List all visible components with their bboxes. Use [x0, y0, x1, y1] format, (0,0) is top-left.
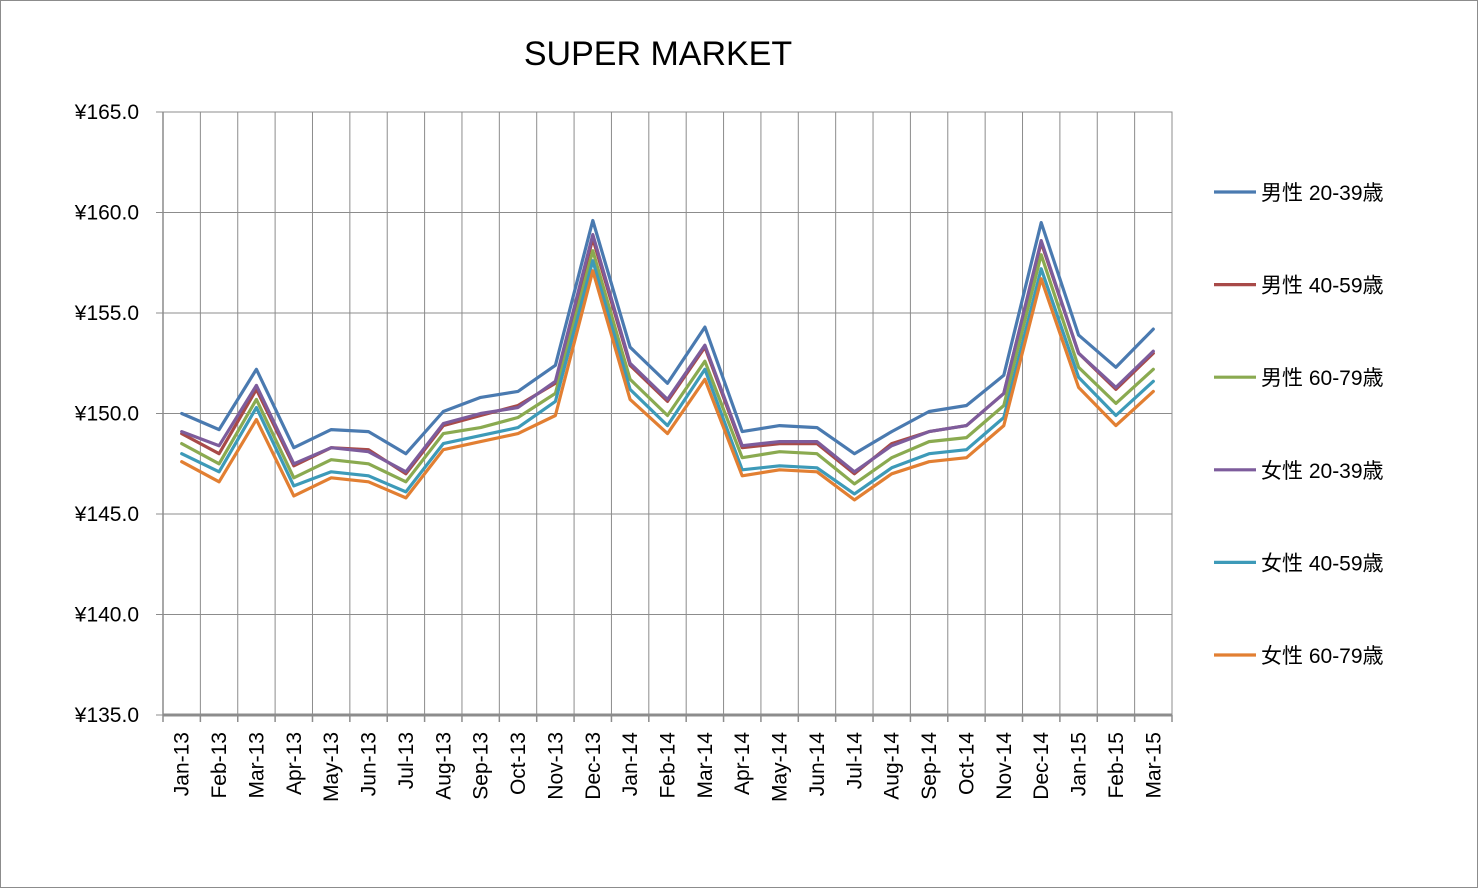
x-tick-label: Oct-13 [507, 732, 530, 795]
series-line-1 [180, 218, 1155, 456]
series-line-6 [180, 269, 1155, 502]
x-tick-label: Nov-14 [993, 732, 1016, 800]
x-tick-label: Sep-13 [470, 732, 493, 800]
x-tick-label: Jan-14 [619, 732, 642, 797]
x-tick-label: Apr-13 [283, 732, 306, 795]
x-tick-label: Mar-13 [245, 732, 268, 799]
x-tick-label: Sep-14 [918, 732, 941, 800]
legend-label: 女性 40-59歳 [1261, 552, 1384, 575]
series-line-4 [180, 233, 1155, 474]
legend-label: 女性 60-79歳 [1261, 645, 1384, 668]
x-tick-label: Dec-13 [582, 732, 605, 800]
legend-label: 男性 40-59歳 [1261, 275, 1384, 298]
y-tick-label: ¥150.0 [74, 403, 139, 426]
x-tick-label: Jun-14 [806, 732, 829, 797]
y-tick-label: ¥155.0 [74, 302, 139, 325]
x-tick-label: May-14 [769, 732, 792, 802]
x-tick-label: May-13 [320, 732, 343, 802]
x-tick-label: Aug-13 [432, 732, 455, 800]
x-tick-label: Jul-14 [843, 732, 866, 790]
legend-label: 女性 20-39歳 [1261, 460, 1384, 483]
series-line-3 [180, 249, 1155, 486]
chart-title: SUPER MARKET [524, 35, 792, 73]
x-tick-label: Feb-14 [657, 732, 680, 799]
x-tick-label: Mar-15 [1142, 732, 1165, 799]
y-tick-label: ¥165.0 [74, 101, 139, 124]
x-tick-label: Mar-14 [694, 732, 717, 799]
x-tick-label: Feb-13 [208, 732, 231, 799]
x-tick-label: Aug-14 [881, 732, 904, 800]
x-tick-label: Oct-14 [955, 732, 978, 795]
x-tick-label: Feb-15 [1105, 732, 1128, 799]
x-tick-label: Nov-13 [544, 732, 567, 800]
y-tick-label: ¥140.0 [74, 604, 139, 627]
y-tick-label: ¥160.0 [74, 202, 139, 225]
y-tick-label: ¥135.0 [74, 704, 139, 727]
legend-label: 男性 60-79歳 [1261, 367, 1384, 390]
x-axis: Jan-13 Feb-13 Mar-13 Apr-13 May-13 Jun-13 Jul-… [162, 713, 1173, 802]
series-lines [180, 218, 1155, 502]
x-tick-label: Jul-13 [395, 732, 418, 789]
x-tick-label: Dec-14 [1030, 732, 1053, 800]
x-tick-label: Apr-14 [731, 732, 754, 795]
x-tick-label: Jan-13 [171, 732, 194, 796]
y-axis: ¥135.0 ¥140.0 ¥145.0 ¥150.0 ¥155.0 ¥160.0 ¥165… [74, 101, 164, 727]
legend-label: 男性 20-39歳 [1261, 182, 1384, 205]
x-tick-label: Jan-15 [1068, 732, 1091, 796]
x-tick-label: Jun-13 [358, 732, 381, 796]
series-line-5 [180, 259, 1155, 496]
y-tick-label: ¥145.0 [74, 503, 139, 526]
